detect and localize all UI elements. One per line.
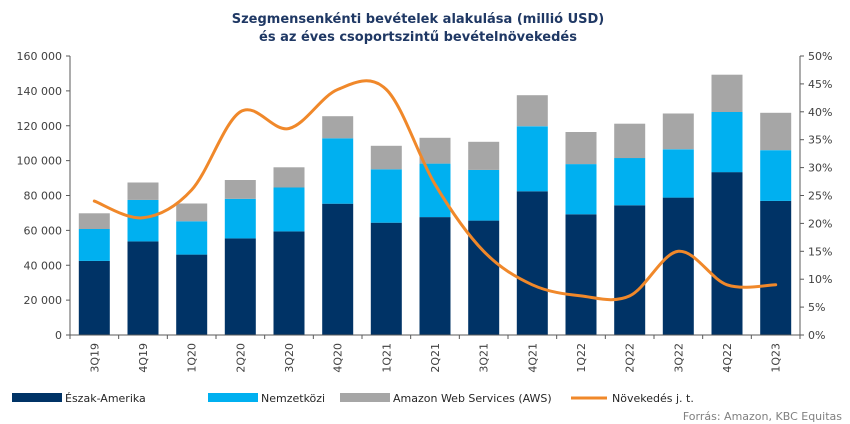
x-tick-label: 3Q22 xyxy=(672,343,685,373)
y-left-tick-label: 20 000 xyxy=(24,294,63,307)
bar-aws-2q21 xyxy=(419,137,451,164)
y-right-tick-label: 50% xyxy=(808,50,832,63)
chart-title-line-2: és az éves csoportszintű bevételnövekedé… xyxy=(259,30,577,45)
axes-group: 0 20 000 40 000 60 000 80 000 100 000 120 000 1… xyxy=(17,50,833,373)
bar-international-4q19 xyxy=(127,199,159,242)
x-tick-label: 1Q23 xyxy=(770,343,783,373)
chart-title-line-1: Szegmensenkénti bevételek alakulása (mil… xyxy=(232,12,605,27)
bar-international-2q21 xyxy=(419,163,451,218)
y-right-tick-label: 30% xyxy=(808,162,832,175)
y-left-tick-label: 100 000 xyxy=(17,155,63,168)
x-tick-label: 4Q22 xyxy=(721,343,734,373)
bar-north-america-2q22 xyxy=(614,205,646,335)
bar-north-america-1q21 xyxy=(370,222,402,335)
bar-north-america-2q20 xyxy=(224,238,256,335)
bar-north-america-4q22 xyxy=(711,172,743,335)
y-left-tick-label: 0 xyxy=(55,329,62,342)
bar-aws-4q22 xyxy=(711,74,743,112)
y-right-tick-label: 15% xyxy=(808,245,832,258)
source-note: Forrás: Amazon, KBC Equitas xyxy=(683,410,842,423)
legend-swatch-aws xyxy=(340,393,390,402)
bar-north-america-2q21 xyxy=(419,217,451,335)
y-right-tick-label: 40% xyxy=(808,106,832,119)
bar-aws-3q19 xyxy=(78,213,110,229)
bar-aws-4q21 xyxy=(516,95,548,127)
bar-north-america-1q20 xyxy=(176,254,208,335)
bar-aws-1q21 xyxy=(370,145,402,170)
legend-label-aws: Amazon Web Services (AWS) xyxy=(393,392,552,405)
x-tick-label: 4Q19 xyxy=(137,343,150,373)
legend-label-growth: Növekedés j. t. xyxy=(612,392,694,405)
bar-international-1q22 xyxy=(565,164,597,215)
x-tick-label: 1Q22 xyxy=(575,343,588,373)
bar-international-2q20 xyxy=(224,198,256,239)
bar-aws-2q22 xyxy=(614,123,646,159)
x-tick-label: 4Q20 xyxy=(332,343,345,373)
bar-international-1q21 xyxy=(370,169,402,223)
bar-international-1q23 xyxy=(760,150,792,201)
bar-international-3q19 xyxy=(78,229,110,261)
legend-label-international: Nemzetközi xyxy=(261,392,325,405)
bar-international-4q22 xyxy=(711,112,743,173)
y-left-tick-label: 60 000 xyxy=(24,224,63,237)
bar-aws-3q20 xyxy=(273,167,305,188)
bars-group xyxy=(78,74,792,335)
bar-aws-1q20 xyxy=(176,203,208,222)
y-left-tick-label: 40 000 xyxy=(24,259,63,272)
y-right-tick-label: 45% xyxy=(808,78,832,91)
bar-aws-3q22 xyxy=(662,113,694,150)
x-tick-label: 1Q20 xyxy=(186,343,199,373)
x-tick-label: 2Q22 xyxy=(624,343,637,373)
bar-international-3q20 xyxy=(273,187,305,232)
legend-swatch-north-america xyxy=(12,393,62,402)
bar-aws-4q20 xyxy=(322,116,354,139)
y-left-tick-label: 80 000 xyxy=(24,190,63,203)
y-right-tick-label: 0% xyxy=(808,329,825,342)
bar-north-america-3q22 xyxy=(662,197,694,335)
bar-international-1q20 xyxy=(176,221,208,255)
y-left-tick-label: 120 000 xyxy=(17,120,63,133)
x-tick-label: 3Q21 xyxy=(478,343,491,373)
bar-international-3q22 xyxy=(662,149,694,198)
bar-aws-4q19 xyxy=(127,182,159,200)
bar-north-america-1q23 xyxy=(760,200,792,335)
bar-north-america-1q22 xyxy=(565,214,597,335)
x-tick-label: 4Q21 xyxy=(526,343,539,373)
bar-north-america-4q21 xyxy=(516,191,548,335)
bar-north-america-4q19 xyxy=(127,241,159,335)
legend: Észak-Amerika Nemzetközi Amazon Web Servic… xyxy=(12,392,694,405)
bar-aws-2q20 xyxy=(224,180,256,199)
bar-international-2q22 xyxy=(614,158,646,206)
bar-aws-1q22 xyxy=(565,132,597,165)
bar-aws-1q23 xyxy=(760,112,792,151)
bar-aws-3q21 xyxy=(468,141,500,170)
x-tick-label: 2Q21 xyxy=(429,343,442,373)
y-left-tick-label: 160 000 xyxy=(17,50,63,63)
bar-north-america-4q20 xyxy=(322,203,354,335)
growth-line xyxy=(92,79,778,302)
y-left-tick-label: 140 000 xyxy=(17,85,63,98)
bar-north-america-3q20 xyxy=(273,231,305,335)
x-tick-label: 3Q20 xyxy=(283,343,296,373)
bar-international-4q21 xyxy=(516,126,548,192)
growth-line-group xyxy=(92,79,778,302)
x-tick-label: 3Q19 xyxy=(88,343,101,373)
bar-international-4q20 xyxy=(322,138,354,204)
bar-international-3q21 xyxy=(468,169,500,221)
x-tick-label: 2Q20 xyxy=(234,343,247,373)
bar-north-america-3q19 xyxy=(78,260,110,335)
y-right-tick-label: 5% xyxy=(808,301,825,314)
y-right-tick-label: 35% xyxy=(808,134,832,147)
y-right-tick-label: 25% xyxy=(808,190,832,203)
x-tick-label: 1Q21 xyxy=(380,343,393,373)
y-right-tick-label: 10% xyxy=(808,273,832,286)
y-right-tick-label: 20% xyxy=(808,217,832,230)
legend-swatch-international xyxy=(208,393,258,402)
legend-label-north-america: Észak-Amerika xyxy=(65,392,146,405)
